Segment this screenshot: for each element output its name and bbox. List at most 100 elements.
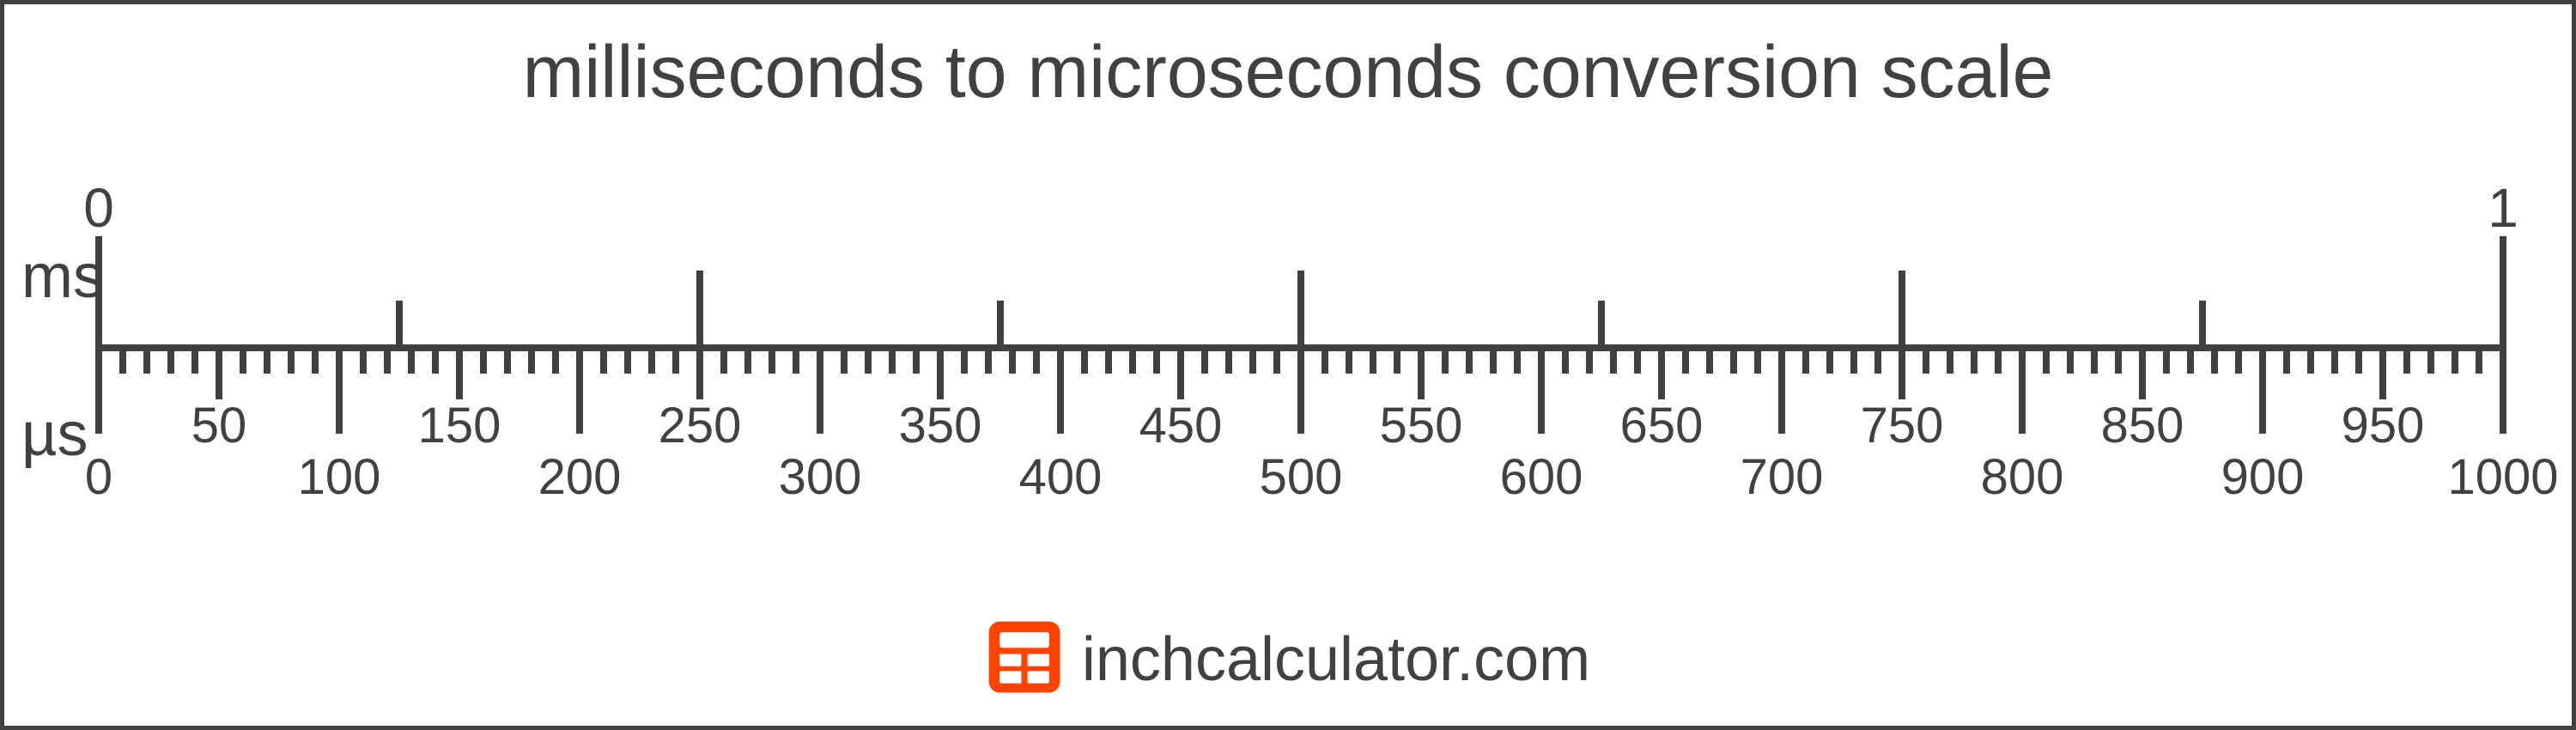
bottom-minor-tick bbox=[432, 348, 439, 374]
bottom-major-label: 600 bbox=[1500, 448, 1583, 506]
bottom-medium-label: 250 bbox=[659, 397, 742, 454]
top-minor-tick bbox=[396, 301, 403, 348]
bottom-minor-tick bbox=[2235, 348, 2242, 374]
top-endpoint-tick bbox=[95, 236, 102, 348]
conversion-scale-frame: milliseconds to microseconds conversion … bbox=[0, 0, 2576, 730]
top-major-tick bbox=[1899, 271, 1905, 348]
bottom-minor-tick bbox=[1850, 348, 1857, 374]
bottom-minor-tick bbox=[1754, 348, 1761, 374]
bottom-minor-tick bbox=[2476, 348, 2482, 374]
bottom-minor-tick bbox=[1466, 348, 1473, 374]
bottom-minor-tick bbox=[408, 348, 415, 374]
bottom-minor-tick bbox=[2163, 348, 2170, 374]
bottom-minor-tick bbox=[1273, 348, 1280, 374]
bottom-minor-tick bbox=[1562, 348, 1569, 374]
bottom-major-label: 0 bbox=[85, 448, 112, 506]
bottom-minor-tick bbox=[624, 348, 631, 374]
bottom-minor-tick bbox=[504, 348, 511, 374]
bottom-minor-tick bbox=[2283, 348, 2290, 374]
bottom-minor-tick bbox=[793, 348, 799, 374]
brand: inchcalculator.com bbox=[4, 618, 2572, 700]
bottom-medium-label: 150 bbox=[418, 397, 501, 454]
bottom-medium-tick bbox=[456, 348, 463, 399]
bottom-major-label: 300 bbox=[779, 448, 862, 506]
calculator-icon bbox=[986, 618, 1063, 700]
bottom-medium-label: 350 bbox=[899, 397, 982, 454]
bottom-major-tick bbox=[817, 348, 823, 434]
bottom-minor-tick bbox=[2211, 348, 2218, 374]
bottom-minor-tick bbox=[1923, 348, 1929, 374]
bottom-minor-tick bbox=[1081, 348, 1088, 374]
bottom-minor-tick bbox=[769, 348, 775, 374]
bottom-minor-tick bbox=[985, 348, 992, 374]
bottom-medium-tick bbox=[1658, 348, 1665, 399]
bottom-major-tick bbox=[1538, 348, 1545, 434]
bottom-major-label: 1000 bbox=[2447, 448, 2558, 506]
bottom-minor-tick bbox=[672, 348, 679, 374]
bottom-major-tick bbox=[336, 348, 343, 434]
bottom-minor-tick bbox=[1394, 348, 1400, 374]
top-minor-tick bbox=[997, 301, 1004, 348]
bottom-major-label: 800 bbox=[1981, 448, 2064, 506]
bottom-minor-tick bbox=[961, 348, 968, 374]
bottom-minor-tick bbox=[1153, 348, 1160, 374]
bottom-medium-label: 650 bbox=[1620, 397, 1704, 454]
bottom-minor-tick bbox=[1682, 348, 1689, 374]
ruler-scale: 0101002003004005006007008009001000501502… bbox=[4, 4, 2572, 726]
brand-text: inchcalculator.com bbox=[1082, 624, 1590, 695]
bottom-minor-tick bbox=[1802, 348, 1809, 374]
bottom-medium-tick bbox=[696, 348, 703, 399]
bottom-minor-tick bbox=[2307, 348, 2314, 374]
bottom-major-label: 200 bbox=[538, 448, 622, 506]
top-endpoint-tick bbox=[2500, 236, 2506, 348]
bottom-minor-tick bbox=[1730, 348, 1737, 374]
bottom-medium-tick bbox=[1177, 348, 1184, 399]
bottom-major-tick bbox=[2500, 348, 2506, 434]
bottom-minor-tick bbox=[2187, 348, 2194, 374]
top-endpoint-label: 0 bbox=[83, 176, 114, 240]
top-minor-tick bbox=[1598, 301, 1605, 348]
bottom-minor-tick bbox=[841, 348, 848, 374]
bottom-minor-tick bbox=[1995, 348, 2002, 374]
bottom-minor-tick bbox=[1105, 348, 1112, 374]
bottom-minor-tick bbox=[744, 348, 751, 374]
bottom-minor-tick bbox=[1490, 348, 1497, 374]
bottom-minor-tick bbox=[528, 348, 535, 374]
bottom-minor-tick bbox=[288, 348, 295, 374]
bottom-minor-tick bbox=[2355, 348, 2362, 374]
top-major-tick bbox=[696, 271, 703, 348]
bottom-minor-tick bbox=[191, 348, 198, 374]
bottom-major-tick bbox=[2259, 348, 2266, 434]
bottom-minor-tick bbox=[1225, 348, 1232, 374]
bottom-major-label: 700 bbox=[1741, 448, 1824, 506]
bottom-medium-tick bbox=[2139, 348, 2146, 399]
bottom-minor-tick bbox=[1826, 348, 1833, 374]
bottom-minor-tick bbox=[2331, 348, 2338, 374]
bottom-minor-tick bbox=[2115, 348, 2122, 374]
bottom-major-tick bbox=[1778, 348, 1785, 434]
bottom-minor-tick bbox=[167, 348, 174, 374]
bottom-minor-tick bbox=[1009, 348, 1016, 374]
bottom-minor-tick bbox=[1947, 348, 1953, 374]
bottom-medium-tick bbox=[216, 348, 222, 399]
bottom-minor-tick bbox=[648, 348, 655, 374]
bottom-minor-tick bbox=[1346, 348, 1352, 374]
bottom-minor-tick bbox=[240, 348, 246, 374]
bottom-minor-tick bbox=[2067, 348, 2074, 374]
bottom-minor-tick bbox=[312, 348, 319, 374]
bottom-major-tick bbox=[95, 348, 102, 434]
bottom-major-tick bbox=[2019, 348, 2026, 434]
bottom-minor-tick bbox=[1201, 348, 1208, 374]
bottom-minor-tick bbox=[865, 348, 872, 374]
bottom-medium-label: 550 bbox=[1380, 397, 1463, 454]
bottom-minor-tick bbox=[1634, 348, 1641, 374]
bottom-major-tick bbox=[1297, 348, 1304, 434]
top-major-tick bbox=[1297, 271, 1304, 348]
bottom-medium-label: 850 bbox=[2101, 397, 2184, 454]
bottom-medium-tick bbox=[1899, 348, 1905, 399]
bottom-major-label: 900 bbox=[2221, 448, 2305, 506]
bottom-minor-tick bbox=[1586, 348, 1593, 374]
bottom-medium-tick bbox=[937, 348, 944, 399]
bottom-minor-tick bbox=[889, 348, 896, 374]
bottom-minor-tick bbox=[1370, 348, 1376, 374]
